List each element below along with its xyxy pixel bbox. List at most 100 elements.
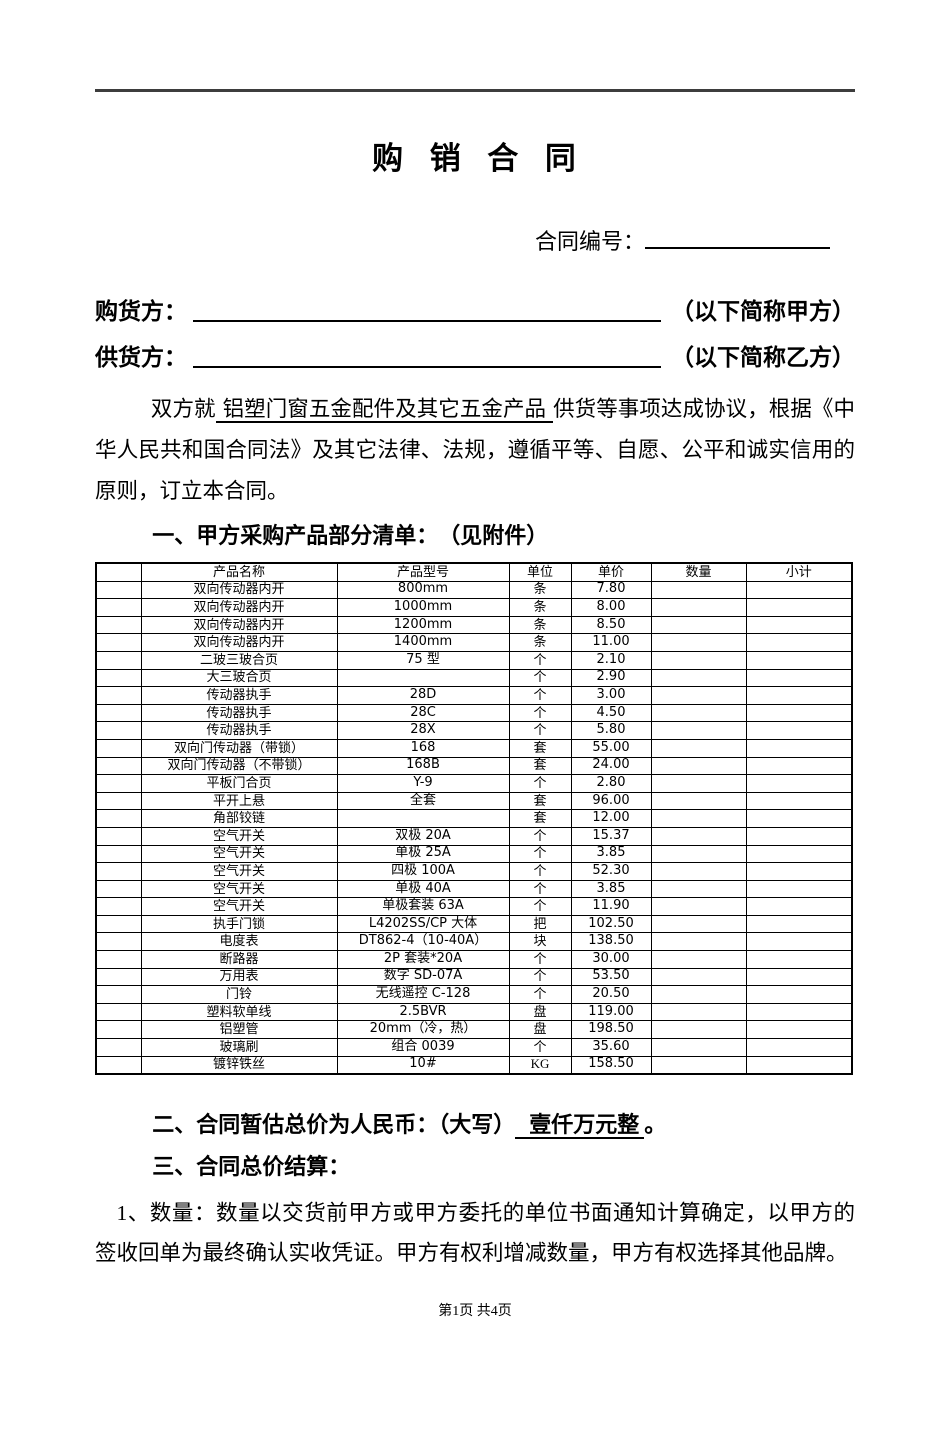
product-model-cell: 800mm bbox=[336, 580, 510, 600]
quantity-cell bbox=[650, 914, 747, 934]
intro-underlined-subject: 铝塑门窗五金配件及其它五金产品 bbox=[215, 397, 554, 423]
unit-price-cell: 30.00 bbox=[570, 950, 652, 969]
unit-cell: 个 bbox=[508, 650, 572, 670]
product-name-cell: 双向传动器内开 bbox=[140, 598, 338, 617]
header-product-model: 产品型号 bbox=[336, 562, 510, 582]
subtotal-cell bbox=[745, 791, 853, 811]
supplier-suffix: （以下简称乙方） bbox=[671, 344, 855, 370]
product-model-cell: 20mm（冷，热） bbox=[336, 1020, 510, 1040]
table-row: 空气开关 双极 20A 个 15.37 bbox=[95, 826, 853, 846]
product-name-cell: 空气开关 bbox=[140, 897, 338, 916]
unit-cell: 个 bbox=[508, 721, 572, 740]
unit-cell: 把 bbox=[508, 914, 572, 934]
unit-price-cell: 8.00 bbox=[570, 598, 652, 617]
header-unit-price: 单价 bbox=[570, 562, 652, 582]
row-index-cell bbox=[95, 1020, 142, 1040]
product-model-cell: DT862-4（10-40A） bbox=[336, 932, 510, 952]
section2-amount-underlined: 壹仟万元整 bbox=[515, 1112, 645, 1140]
page-content: 购 销 合 同 合同编号： 购货方： （以下简称甲方） 供货方： （以下简称乙方… bbox=[95, 89, 855, 1320]
unit-price-cell: 52.30 bbox=[570, 862, 652, 881]
buyer-line: 购货方： （以下简称甲方） bbox=[95, 296, 855, 326]
subtotal-cell bbox=[745, 580, 853, 600]
unit-cell: 个 bbox=[508, 985, 572, 1004]
section2-heading: 二、合同暂估总价为人民币：（大写） 壹仟万元整。 bbox=[95, 1110, 855, 1140]
unit-price-cell: 12.00 bbox=[570, 809, 652, 828]
product-model-cell bbox=[336, 668, 510, 688]
subtotal-cell bbox=[745, 862, 853, 881]
clause1-paragraph: 1、数量：数量以交货前甲方或甲方委托的单位书面通知计算确定，以甲方的签收回单为最… bbox=[95, 1201, 855, 1266]
table-row: 塑料软单线 2.5BVR 盘 119.00 bbox=[95, 1002, 853, 1022]
quantity-cell bbox=[650, 1002, 747, 1022]
section2-text-after: 。 bbox=[644, 1112, 667, 1138]
product-model-cell: 单极套装 63A bbox=[336, 897, 510, 916]
row-index-cell bbox=[95, 721, 142, 740]
subtotal-cell bbox=[745, 932, 853, 952]
quantity-cell bbox=[650, 686, 747, 705]
unit-price-cell: 3.00 bbox=[570, 686, 652, 705]
product-model-cell: 四极 100A bbox=[336, 862, 510, 881]
row-index-cell bbox=[95, 791, 142, 811]
product-model-cell: 1200mm bbox=[336, 615, 510, 635]
table-row: 双向传动器内开 1000mm 条 8.00 bbox=[95, 598, 853, 617]
subtotal-cell bbox=[745, 985, 853, 1004]
unit-price-cell: 3.85 bbox=[570, 844, 652, 864]
table-row: 二玻三玻合页 75 型个 2.10 bbox=[95, 650, 853, 670]
product-name-cell: 大三玻合页 bbox=[140, 668, 338, 688]
unit-price-cell: 8.50 bbox=[570, 615, 652, 635]
quantity-cell bbox=[650, 633, 747, 652]
table-row: 大三玻合页 个 2.90 bbox=[95, 668, 853, 688]
product-model-cell: L4202SS/CP 大体 bbox=[336, 914, 510, 934]
subtotal-cell bbox=[745, 897, 853, 916]
unit-cell: 条 bbox=[508, 598, 572, 617]
quantity-cell bbox=[650, 967, 747, 987]
supplier-label: 供货方： bbox=[95, 344, 187, 370]
row-index-cell bbox=[95, 862, 142, 881]
section2-text-before: 二、合同暂估总价为人民币：（大写） bbox=[152, 1112, 516, 1138]
product-table-body: 双向传动器内开 800mm 条 7.80 双向传动器内开 1000mm 条 8.00 双向传动器… bbox=[95, 580, 853, 1075]
quantity-cell bbox=[650, 897, 747, 916]
product-model-cell: 全套 bbox=[336, 791, 510, 811]
quantity-cell bbox=[650, 950, 747, 969]
unit-cell: 个 bbox=[508, 703, 572, 723]
unit-price-cell: 2.80 bbox=[570, 774, 652, 793]
unit-price-cell: 35.60 bbox=[570, 1038, 652, 1057]
product-model-cell: 组合 0039 bbox=[336, 1038, 510, 1057]
unit-cell: 个 bbox=[508, 844, 572, 864]
unit-cell: 条 bbox=[508, 615, 572, 635]
subtotal-cell bbox=[745, 879, 853, 899]
table-row: 空气开关 单极 40A 个 3.85 bbox=[95, 879, 853, 899]
unit-cell: 个 bbox=[508, 897, 572, 916]
buyer-suffix: （以下简称甲方） bbox=[671, 298, 855, 324]
table-row: 空气开关 单极 25A 个 3.85 bbox=[95, 844, 853, 864]
quantity-cell bbox=[650, 1020, 747, 1040]
row-index-cell bbox=[95, 738, 142, 758]
product-model-cell: 数字 SD-07A bbox=[336, 967, 510, 987]
intro-text-before: 双方就 bbox=[150, 397, 216, 421]
product-name-cell: 执手门锁 bbox=[140, 914, 338, 934]
header-index bbox=[95, 562, 142, 582]
subtotal-cell bbox=[745, 633, 853, 652]
product-name-cell: 电度表 bbox=[140, 932, 338, 952]
table-row: 传动器执手 28D 个 3.00 bbox=[95, 686, 853, 705]
subtotal-cell bbox=[745, 1020, 853, 1040]
product-model-cell: 无线遥控 C-128 bbox=[336, 985, 510, 1004]
quantity-cell bbox=[650, 756, 747, 776]
section1-heading: 一、甲方采购产品部分清单： （见附件） bbox=[152, 523, 549, 548]
product-name-cell: 门铃 bbox=[140, 985, 338, 1004]
product-name-cell: 铝塑管 bbox=[140, 1020, 338, 1040]
product-name-cell: 平开上悬 bbox=[140, 791, 338, 811]
product-name-cell: 角部铰链 bbox=[140, 809, 338, 828]
buyer-label: 购货方： bbox=[95, 298, 187, 324]
subtotal-cell bbox=[745, 703, 853, 723]
product-model-cell: 2P 套装*20A bbox=[336, 950, 510, 969]
row-index-cell bbox=[95, 615, 142, 635]
table-row: 平开上悬 全套套 96.00 bbox=[95, 791, 853, 811]
table-row: 双向门传动器（带锁） 168 套 55.00 bbox=[95, 738, 853, 758]
product-name-cell: 双向门传动器（带锁） bbox=[140, 738, 338, 758]
subtotal-cell bbox=[745, 686, 853, 705]
table-row: 传动器执手 28C 个 4.50 bbox=[95, 703, 853, 723]
quantity-cell bbox=[650, 844, 747, 864]
row-index-cell bbox=[95, 897, 142, 916]
product-name-cell: 塑料软单线 bbox=[140, 1002, 338, 1022]
unit-price-cell: 53.50 bbox=[570, 967, 652, 987]
